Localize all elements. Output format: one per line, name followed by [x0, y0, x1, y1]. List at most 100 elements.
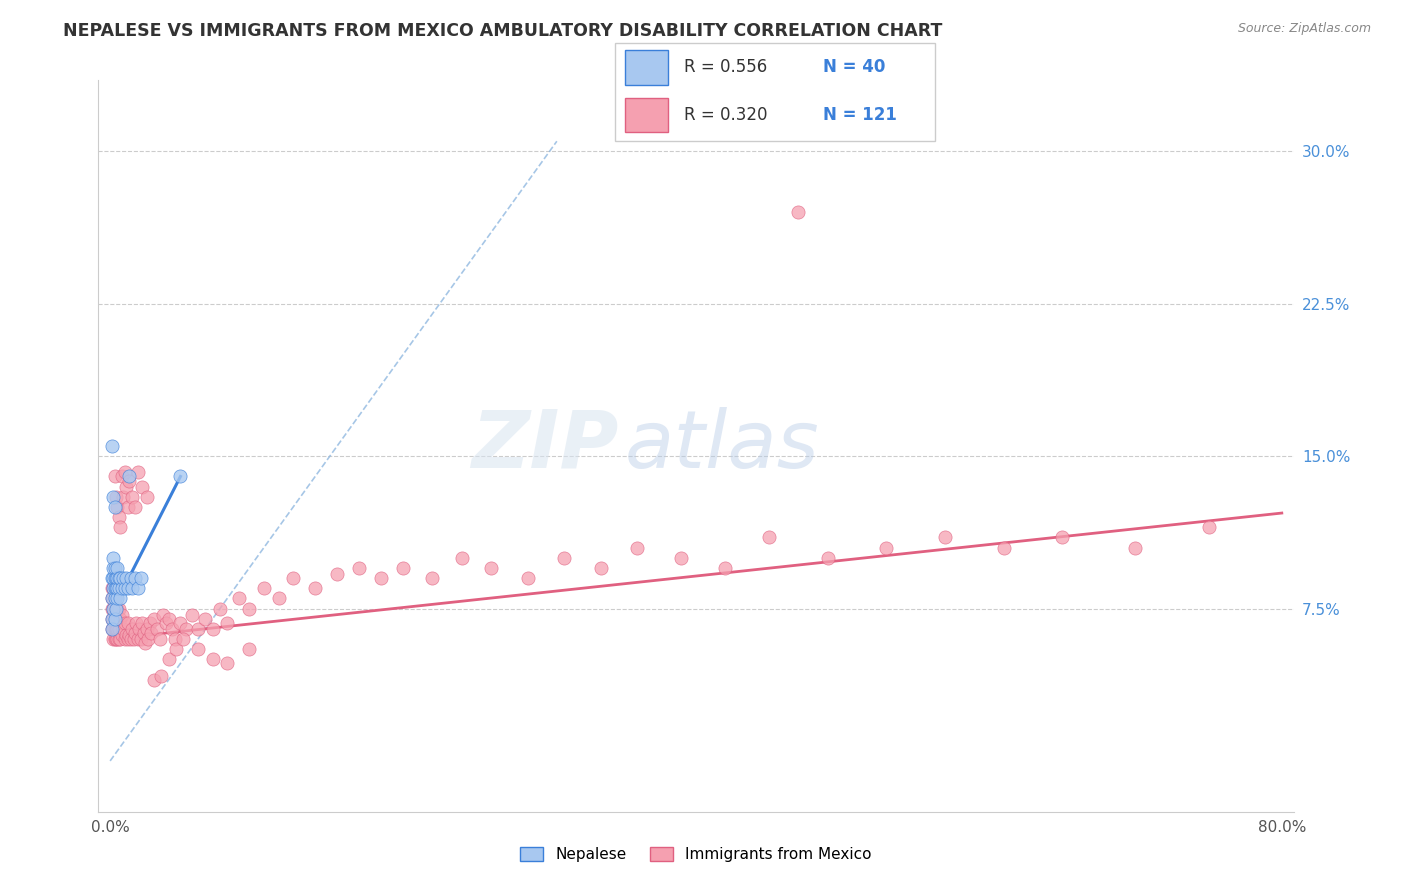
Point: [111, 469, 134, 483]
Text: atlas: atlas: [624, 407, 820, 485]
Point: [107, 581, 129, 595]
Point: [122, 632, 145, 646]
Point: [114, 632, 136, 646]
Point: [1125, 541, 1147, 555]
Point: [479, 561, 502, 575]
Point: [108, 622, 131, 636]
Point: [105, 571, 128, 585]
Point: [114, 615, 136, 630]
Point: [100, 571, 122, 585]
Point: [228, 591, 250, 606]
Point: [875, 541, 897, 555]
Point: [103, 612, 125, 626]
Point: [101, 591, 124, 606]
Text: ZIP: ZIP: [471, 407, 619, 485]
Point: [129, 632, 152, 646]
Point: [103, 561, 125, 575]
Point: [125, 615, 148, 630]
Point: [112, 571, 135, 585]
Point: [107, 622, 129, 636]
Point: [136, 632, 159, 646]
Point: [100, 601, 122, 615]
Point: [934, 530, 956, 544]
Point: [787, 205, 810, 219]
Point: [157, 612, 180, 626]
Point: [112, 622, 135, 636]
Point: [143, 612, 166, 626]
Point: [110, 571, 132, 585]
Point: [101, 601, 124, 615]
Point: [107, 601, 129, 615]
Point: [100, 591, 122, 606]
Point: [163, 632, 186, 646]
Point: [135, 622, 157, 636]
FancyBboxPatch shape: [624, 97, 668, 132]
Point: [187, 622, 209, 636]
Point: [146, 622, 169, 636]
Point: [101, 581, 124, 595]
Point: [238, 642, 260, 657]
FancyBboxPatch shape: [624, 50, 668, 86]
Point: [134, 636, 156, 650]
Point: [103, 581, 125, 595]
Point: [131, 615, 153, 630]
Point: [101, 632, 124, 646]
Legend: Nepalese, Immigrants from Mexico: Nepalese, Immigrants from Mexico: [513, 839, 879, 870]
Point: [304, 581, 326, 595]
Point: [155, 615, 177, 630]
Point: [101, 561, 124, 575]
Point: [117, 500, 139, 514]
Point: [108, 632, 131, 646]
Point: [101, 490, 124, 504]
Point: [422, 571, 444, 585]
Point: [114, 466, 136, 480]
Point: [124, 626, 146, 640]
Point: [121, 490, 143, 504]
Point: [101, 550, 124, 565]
Point: [120, 632, 142, 646]
Point: [103, 469, 125, 483]
Point: [1050, 530, 1073, 544]
Point: [141, 626, 163, 640]
Point: [152, 607, 174, 622]
Point: [115, 480, 138, 494]
Point: [283, 571, 305, 585]
Point: [110, 591, 132, 606]
Point: [107, 500, 129, 514]
Point: [100, 612, 122, 626]
Point: [174, 622, 197, 636]
Point: [516, 571, 538, 585]
Point: [347, 561, 370, 575]
Point: [114, 581, 136, 595]
Point: [111, 628, 134, 642]
Point: [103, 500, 125, 514]
Point: [626, 541, 648, 555]
Point: [117, 581, 139, 595]
Point: [238, 601, 260, 615]
Point: [253, 581, 276, 595]
Point: [101, 622, 124, 636]
Point: [589, 561, 612, 575]
Text: N = 40: N = 40: [823, 58, 886, 77]
Point: [101, 571, 124, 585]
Point: [714, 561, 737, 575]
Point: [107, 612, 129, 626]
Point: [103, 591, 125, 606]
Point: [115, 628, 138, 642]
Text: NEPALESE VS IMMIGRANTS FROM MEXICO AMBULATORY DISABILITY CORRELATION CHART: NEPALESE VS IMMIGRANTS FROM MEXICO AMBUL…: [63, 22, 942, 40]
Point: [100, 581, 122, 595]
Point: [110, 612, 132, 626]
Point: [165, 642, 187, 657]
Point: [105, 490, 128, 504]
Point: [101, 581, 124, 595]
Point: [121, 622, 143, 636]
Point: [108, 601, 131, 615]
Point: [105, 622, 128, 636]
Point: [100, 612, 122, 626]
Point: [169, 469, 191, 483]
FancyBboxPatch shape: [614, 43, 935, 141]
Text: N = 121: N = 121: [823, 105, 897, 123]
Point: [135, 490, 157, 504]
Point: [100, 439, 122, 453]
Point: [105, 632, 128, 646]
